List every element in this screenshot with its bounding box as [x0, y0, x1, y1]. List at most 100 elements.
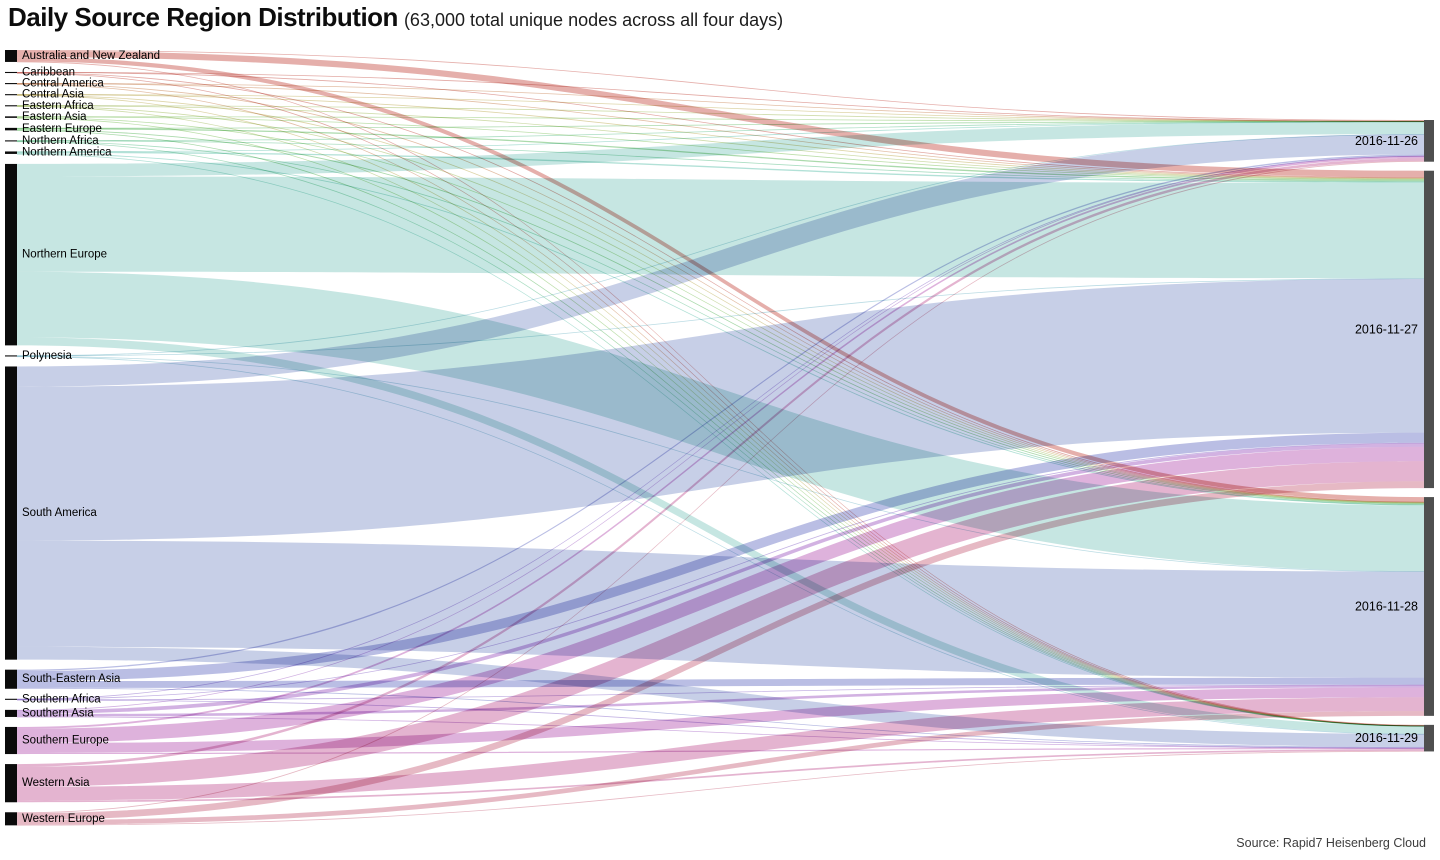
sankey-ribbon-eastern-africa-to-2016-11-27 — [17, 105, 1424, 180]
sankey-source-node-southern-asia — [5, 709, 17, 717]
sankey-ribbon-australia-and-new-zealand-to-2016-11-28 — [17, 57, 1424, 502]
sankey-source-node-southern-europe — [5, 726, 17, 755]
sankey-source-label-northern-africa: Northern Africa — [22, 135, 99, 147]
sankey-ribbon-polynesia-to-2016-11-26 — [17, 134, 1424, 357]
sankey-target-node-2016-11-29 — [1424, 724, 1434, 752]
sankey-ribbon-western-asia-to-2016-11-29 — [17, 749, 1424, 803]
sankey-ribbon-northern-europe-to-2016-11-27 — [17, 176, 1424, 279]
sankey-ribbon-south-america-to-2016-11-28 — [17, 540, 1424, 678]
sankey-source-label-southern-europe: Southern Europe — [22, 735, 109, 747]
sankey-ribbon-northern-america-to-2016-11-27 — [17, 151, 1424, 183]
sankey-ribbon-south-america-to-2016-11-27 — [17, 278, 1424, 541]
sankey-ribbon-southern-europe-to-2016-11-26 — [17, 156, 1424, 729]
sankey-target-label-2016-11-28: 2016-11-28 — [1355, 599, 1418, 613]
sankey-ribbon-eastern-asia-to-2016-11-28 — [17, 117, 1424, 504]
sankey-ribbon-eastern-europe-to-2016-11-26 — [17, 121, 1424, 129]
sankey-source-label-caribbean: Caribbean — [22, 66, 75, 78]
sankey-target-node-2016-11-27 — [1424, 170, 1434, 489]
sankey-ribbon-western-europe-to-2016-11-27 — [17, 481, 1424, 821]
sankey-ribbon-western-asia-to-2016-11-27 — [17, 461, 1424, 787]
sankey-source-label-southern-africa: Southern Africa — [22, 693, 101, 705]
sankey-source-node-northern-africa — [5, 140, 17, 142]
sankey-source-label-northern-america: Northern America — [22, 147, 112, 159]
sankey-ribbon-polynesia-to-2016-11-27 — [17, 278, 1424, 357]
sankey-ribbon-central-asia-to-2016-11-28 — [17, 94, 1424, 503]
sankey-ribbon-southern-asia-to-2016-11-29 — [17, 716, 1424, 749]
sankey-ribbon-central-america-to-2016-11-27 — [17, 83, 1424, 179]
sankey-ribbon-southern-africa-to-2016-11-28 — [17, 684, 1424, 701]
sankey-source-node-northern-europe — [5, 163, 17, 346]
sankey-ribbon-western-europe-to-2016-11-26 — [17, 160, 1424, 814]
sankey-target-label-2016-11-26: 2016-11-26 — [1355, 134, 1418, 148]
chart-subtitle: (63,000 total unique nodes across all fo… — [403, 10, 784, 30]
sankey-source-node-central-asia — [5, 94, 17, 96]
sankey-source-node-western-asia — [5, 764, 17, 803]
sankey-ribbon-central-asia-to-2016-11-26 — [17, 94, 1424, 122]
sankey-source-node-western-europe — [5, 812, 17, 826]
sankey-source-node-eastern-africa — [5, 105, 17, 107]
sankey-source-label-australia-and-new-zealand: Australia and New Zealand — [22, 50, 160, 62]
sankey-ribbon-northern-africa-to-2016-11-27 — [17, 140, 1424, 182]
sankey-source-node-northern-america — [5, 151, 17, 154]
sankey-ribbon-eastern-africa-to-2016-11-28 — [17, 105, 1424, 504]
sankey-ribbon-caribbean-to-2016-11-28 — [17, 72, 1424, 503]
sankey-source-label-northern-europe: Northern Europe — [22, 249, 107, 261]
sankey-ribbon-northern-america-to-2016-11-28 — [17, 152, 1424, 506]
sankey-ribbon-southern-africa-to-2016-11-26 — [17, 155, 1424, 700]
sankey-ribbon-south-america-to-2016-11-26 — [17, 134, 1424, 387]
sankey-ribbon-southern-asia-to-2016-11-27 — [17, 443, 1424, 715]
sankey-source-node-polynesia — [5, 355, 17, 357]
sankey-ribbon-eastern-europe-to-2016-11-28 — [17, 129, 1424, 505]
sankey-ribbon-northern-europe-to-2016-11-29 — [17, 337, 1424, 734]
sankey-ribbon-australia-and-new-zealand-to-2016-11-26 — [17, 50, 1424, 121]
sankey-ribbon-northern-africa-to-2016-11-28 — [17, 140, 1424, 506]
sankey-ribbon-western-asia-to-2016-11-26 — [17, 158, 1424, 767]
sankey-target-label-2016-11-29: 2016-11-29 — [1355, 731, 1418, 745]
sankey-ribbon-caribbean-to-2016-11-26 — [17, 71, 1424, 122]
sankey-source-node-south-america — [5, 366, 17, 660]
sankey-source-label-central-asia: Central Asia — [22, 89, 85, 101]
sankey-ribbon-south-eastern-asia-to-2016-11-27 — [17, 432, 1424, 682]
sankey-source-node-australia-and-new-zealand — [5, 50, 17, 62]
sankey-ribbon-eastern-africa-to-2016-11-26 — [17, 105, 1424, 122]
sankey-source-label-south-america: South America — [22, 507, 97, 519]
sankey-target-node-2016-11-26 — [1424, 120, 1434, 162]
chart-header: Daily Source Region Distribution (63,000 … — [8, 2, 783, 33]
sankey-ribbon-western-europe-to-2016-11-29 — [17, 750, 1424, 826]
sankey-source-label-eastern-europe: Eastern Europe — [22, 123, 102, 135]
sankey-source-label-central-america: Central America — [22, 78, 104, 90]
sankey-source-node-eastern-asia — [5, 116, 17, 118]
sankey-ribbon-northern-europe-to-2016-11-26 — [17, 121, 1424, 177]
sankey-ribbon-western-asia-to-2016-11-28 — [17, 697, 1424, 801]
sankey-ribbon-polynesia-to-2016-11-29 — [17, 356, 1424, 735]
chart-title: Daily Source Region Distribution — [8, 2, 398, 32]
sankey-ribbon-northern-africa-to-2016-11-26 — [17, 121, 1424, 142]
sankey-source-label-eastern-asia: Eastern Asia — [22, 111, 87, 123]
sankey-ribbon-eastern-asia-to-2016-11-26 — [17, 116, 1424, 122]
sankey-ribbon-southern-africa-to-2016-11-27 — [17, 442, 1424, 700]
sankey-ribbon-southern-asia-to-2016-11-26 — [17, 155, 1424, 711]
sankey-ribbon-central-america-to-2016-11-26 — [17, 83, 1424, 122]
sankey-target-label-2016-11-27: 2016-11-27 — [1355, 322, 1418, 336]
sankey-ribbon-southern-europe-to-2016-11-27 — [17, 446, 1424, 744]
sankey-source-label-western-asia: Western Asia — [22, 777, 90, 789]
sankey-source-node-south-eastern-asia — [5, 669, 17, 689]
sankey-source-node-caribbean — [5, 71, 17, 74]
sankey-source-label-western-europe: Western Europe — [22, 813, 105, 825]
sankey-ribbon-south-america-to-2016-11-29 — [17, 646, 1424, 747]
source-attribution: Source: Rapid7 Heisenberg Cloud — [1236, 836, 1426, 850]
sankey-target-node-2016-11-28 — [1424, 497, 1434, 716]
sankey-ribbon-southern-asia-to-2016-11-28 — [17, 684, 1424, 717]
sankey-source-node-eastern-europe — [5, 127, 17, 131]
sankey-ribbon-southern-europe-to-2016-11-28 — [17, 687, 1424, 753]
sankey-source-label-polynesia: Polynesia — [22, 350, 72, 362]
sankey-ribbon-south-eastern-asia-to-2016-11-26 — [17, 154, 1424, 671]
sankey-source-node-southern-africa — [5, 698, 17, 700]
sankey-source-node-central-america — [5, 83, 17, 85]
sankey-ribbon-western-europe-to-2016-11-28 — [17, 711, 1424, 825]
sankey-source-label-south-eastern-asia: South-Eastern Asia — [22, 673, 121, 685]
sankey-source-label-southern-asia: Southern Asia — [22, 707, 94, 719]
